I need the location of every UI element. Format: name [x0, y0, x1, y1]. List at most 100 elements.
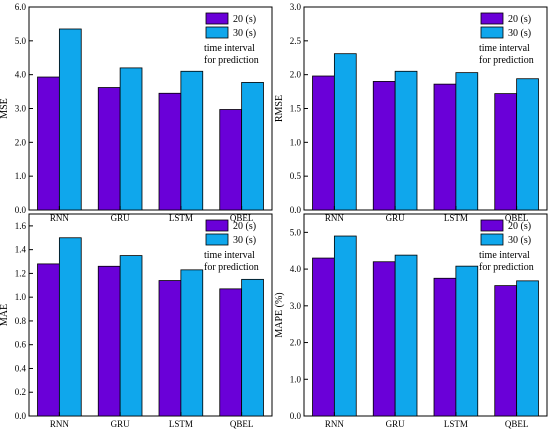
legend-note-line-2: for prediction: [479, 55, 534, 66]
bar-rnn-series-1: [37, 76, 60, 211]
y-tick-label: 3.0: [15, 104, 27, 114]
y-tick-label: 0.5: [290, 171, 302, 181]
y-tick-label: 0.0: [290, 205, 302, 215]
x-category-label: LSTM: [169, 213, 193, 223]
legend-swatch-1: [480, 219, 504, 232]
bar-gru-series-1: [97, 87, 121, 211]
bar-rnn-series-2: [58, 28, 82, 211]
legend-label-2: 30 (s): [233, 235, 256, 246]
chart-panel-2: 0.0 0.5 1.0 1.5 2.0 2.5 3.0 RMSE RNN GRU LSTM QBEL 2…: [274, 2, 548, 223]
y-tick-label: 2.0: [290, 338, 302, 348]
legend-label-2: 30 (s): [233, 28, 256, 39]
x-category-label: QBEL: [230, 419, 254, 429]
y-axis-title: MAPE (%): [274, 292, 285, 337]
x-category-label: QBEL: [505, 213, 529, 223]
x-category-label: QBEL: [505, 419, 529, 429]
bar-lstm-series-2: [180, 70, 204, 211]
bar-qbel-series-2: [241, 82, 264, 211]
y-tick-label: 3.0: [290, 301, 302, 311]
y-tick-label: 0.0: [15, 205, 27, 215]
bar-rnn-series-2: [333, 53, 357, 211]
bar-lstm-series-1: [158, 280, 182, 417]
bar-rnn-series-1: [312, 75, 335, 211]
y-tick-label: 3.0: [290, 2, 302, 12]
y-tick-label: 5.0: [290, 227, 302, 237]
y-axis-title: MSE: [0, 98, 10, 119]
bar-rnn-series-2: [58, 237, 82, 417]
bar-lstm-series-1: [158, 92, 182, 211]
x-category-label: RNN: [50, 213, 70, 223]
bar-gru-series-1: [97, 265, 121, 417]
bar-qbel-series-1: [494, 285, 518, 417]
plot-frame: [28, 213, 273, 417]
legend-label-1: 20 (s): [508, 221, 531, 232]
y-tick-label: 0.0: [290, 411, 302, 421]
y-tick-label: 2.5: [290, 36, 302, 46]
bar-rnn-series-1: [37, 263, 60, 417]
x-category-label: RNN: [325, 213, 345, 223]
y-tick-label: 1.4: [15, 245, 27, 255]
bar-gru-series-2: [394, 70, 418, 211]
x-category-label: LSTM: [169, 419, 193, 429]
y-tick-label: 0.0: [15, 411, 27, 421]
plot-frame: [303, 213, 548, 417]
x-category-label: GRU: [111, 419, 131, 429]
legend-swatch-1: [205, 219, 229, 232]
bar-qbel-series-1: [219, 109, 243, 211]
y-tick-label: 1.0: [15, 171, 27, 181]
bar-rnn-series-1: [312, 257, 335, 417]
legend-note-line-1: time interval: [479, 250, 530, 261]
y-tick-label: 0.2: [15, 387, 26, 397]
y-tick-label: 5.0: [15, 36, 27, 46]
bar-lstm-series-2: [455, 265, 479, 417]
bar-rnn-series-2: [333, 235, 357, 417]
bar-gru-series-1: [372, 81, 396, 211]
bar-gru-series-2: [119, 67, 143, 211]
legend-note-line-2: for prediction: [479, 262, 534, 273]
legend-note-line-2: for prediction: [204, 262, 259, 273]
y-tick-label: 4.0: [15, 70, 27, 80]
bar-qbel-series-2: [516, 280, 539, 417]
y-tick-label: 2.0: [290, 70, 302, 80]
x-category-label: LSTM: [444, 213, 468, 223]
y-axis-title: MAE: [0, 304, 10, 326]
y-tick-label: 0.4: [15, 363, 27, 373]
chart-panel-1: 0.0 1.0 2.0 3.0 4.0 5.0 6.0 MSE RNN GRU LSTM QBEL 20…: [0, 2, 273, 223]
x-category-label: RNN: [325, 419, 345, 429]
y-axis-title: RMSE: [274, 95, 285, 122]
y-tick-label: 1.0: [290, 374, 302, 384]
bar-lstm-series-1: [433, 83, 457, 211]
legend-label-1: 20 (s): [508, 14, 531, 25]
x-category-label: RNN: [50, 419, 70, 429]
bar-qbel-series-2: [516, 78, 539, 211]
y-tick-label: 1.5: [290, 104, 302, 114]
y-tick-label: 1.2: [15, 268, 26, 278]
x-category-label: GRU: [386, 213, 406, 223]
legend-note-line-1: time interval: [204, 43, 255, 54]
legend-label-1: 20 (s): [233, 221, 256, 232]
legend-label-2: 30 (s): [508, 28, 531, 39]
legend-label-1: 20 (s): [233, 14, 256, 25]
legend-swatch-2: [480, 233, 504, 246]
bar-gru-series-1: [372, 261, 396, 417]
bar-gru-series-2: [119, 255, 143, 417]
y-tick-label: 0.6: [15, 340, 27, 350]
chart-panel-4: 0.0 1.0 2.0 3.0 4.0 5.0 MAPE (%) RNN GRU LSTM QBEL…: [274, 213, 548, 429]
legend-swatch-2: [480, 26, 504, 39]
y-tick-label: 6.0: [15, 2, 27, 12]
legend-swatch-1: [205, 12, 229, 25]
bar-qbel-series-2: [241, 278, 264, 417]
legend-label-2: 30 (s): [508, 235, 531, 246]
bar-qbel-series-1: [494, 93, 518, 211]
legend-swatch-2: [205, 233, 229, 246]
bar-lstm-series-1: [433, 277, 457, 417]
legend-swatch-2: [205, 26, 229, 39]
bar-gru-series-2: [394, 254, 418, 417]
bar-qbel-series-1: [219, 288, 243, 417]
x-category-label: GRU: [111, 213, 131, 223]
x-category-label: LSTM: [444, 419, 468, 429]
